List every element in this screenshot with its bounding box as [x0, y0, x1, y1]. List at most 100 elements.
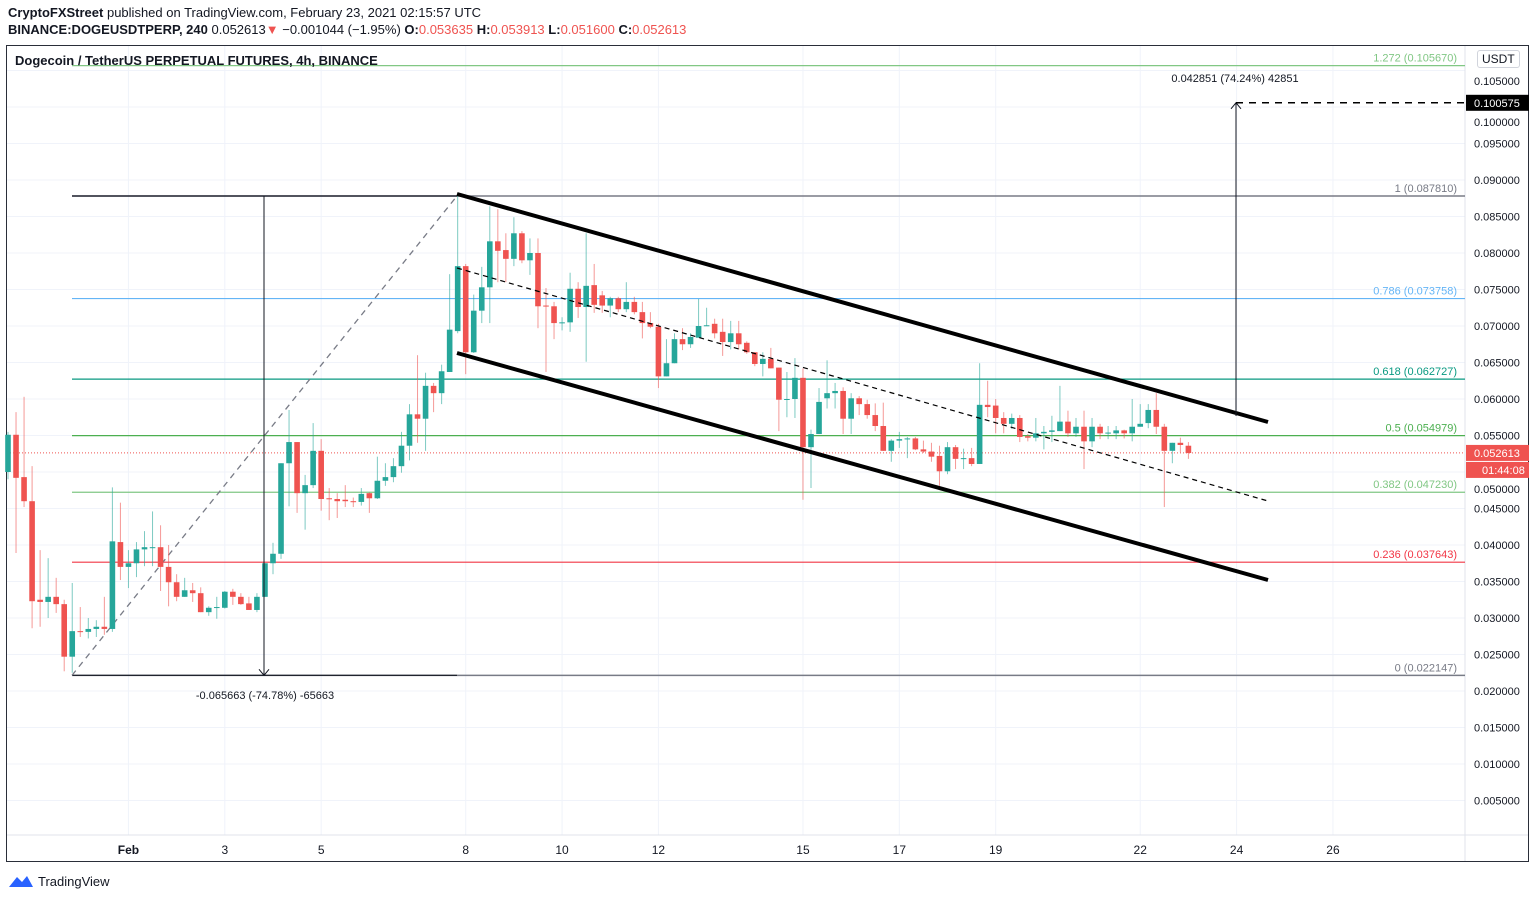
candle-body — [1177, 442, 1184, 445]
candle-body — [101, 626, 108, 629]
candle-body — [487, 241, 493, 288]
open-value: 0.053635 — [418, 22, 474, 37]
candle — [864, 399, 871, 419]
candle-body — [824, 393, 830, 399]
price-axis-label: 0.095000 — [1474, 139, 1520, 151]
candle — [896, 431, 903, 448]
candle — [197, 587, 204, 613]
candle — [703, 307, 710, 327]
candle — [639, 301, 646, 339]
candle-body — [711, 323, 718, 334]
candle-body — [1016, 417, 1023, 437]
candle-body — [679, 339, 686, 345]
candle-body — [222, 591, 228, 608]
candle-body — [800, 377, 806, 448]
candle-body — [928, 451, 935, 457]
candle — [968, 447, 975, 467]
candle — [904, 436, 911, 459]
candle-body — [848, 398, 854, 419]
candle — [655, 323, 662, 389]
time-axis-label: 3 — [221, 843, 228, 857]
candle-body — [727, 333, 734, 343]
candle-body — [1049, 430, 1055, 432]
candle — [141, 531, 148, 567]
candle — [342, 485, 349, 508]
candle-body — [173, 582, 180, 597]
candle — [149, 511, 156, 567]
candle — [133, 542, 140, 578]
candle — [1073, 417, 1079, 437]
candle-body — [1073, 426, 1079, 434]
time-axis-label: 5 — [318, 843, 325, 857]
tradingview-logo[interactable]: TradingView — [8, 873, 110, 889]
candle-body — [655, 326, 662, 377]
price-axis-label: 0.050000 — [1474, 484, 1520, 496]
candle-body — [792, 377, 798, 399]
candle — [1153, 393, 1160, 435]
candle — [535, 238, 541, 329]
candle — [294, 442, 300, 513]
candle — [470, 294, 477, 354]
candle-body — [406, 414, 413, 446]
candle — [1033, 417, 1039, 442]
candle-body — [382, 477, 389, 481]
price-axis-label: 0.010000 — [1474, 759, 1520, 771]
candle-body — [350, 501, 357, 503]
candle — [679, 328, 686, 351]
candle — [1000, 412, 1007, 434]
candle-body — [768, 358, 774, 369]
candle — [358, 488, 365, 506]
candle — [262, 563, 268, 597]
candle — [1049, 415, 1055, 443]
candle-body — [165, 566, 172, 583]
open-label: O: — [404, 22, 419, 37]
candle — [5, 431, 11, 480]
candle — [1065, 410, 1071, 437]
candle — [125, 550, 132, 589]
candle-body — [85, 628, 92, 632]
fib-level-label: 0.618 (0.062727) — [1373, 366, 1457, 378]
candle — [302, 474, 308, 530]
time-axis-label: 10 — [555, 843, 569, 857]
candle — [840, 387, 846, 435]
candle — [487, 206, 493, 324]
fib-level-label: 1.272 (0.105670) — [1373, 53, 1457, 65]
candle-body — [703, 325, 710, 327]
candle-body — [511, 233, 517, 259]
candle-body — [671, 339, 678, 364]
candle-body — [832, 390, 838, 394]
fib-level-label: 0.786 (0.073758) — [1373, 286, 1457, 298]
candle-body — [318, 450, 324, 500]
currency-button[interactable]: USDT — [1477, 50, 1520, 68]
candle — [984, 380, 991, 418]
price-axis-label: 0.020000 — [1474, 686, 1520, 698]
candle — [1025, 434, 1031, 442]
candle-body — [631, 301, 638, 313]
candle-body — [13, 434, 19, 478]
candle — [93, 620, 100, 637]
candle-body — [615, 298, 622, 310]
candle-body — [1161, 426, 1168, 451]
last-price: 0.052613 — [211, 22, 266, 37]
candle-body — [896, 439, 903, 441]
candle-body — [551, 306, 557, 324]
candle-body — [398, 445, 405, 467]
candle — [856, 396, 862, 416]
price-axis-label: 0.005000 — [1474, 796, 1520, 808]
candle-body — [133, 549, 140, 564]
candle-body — [454, 266, 461, 332]
candle-body — [527, 253, 533, 261]
candle — [647, 312, 654, 329]
time-axis-label: 24 — [1230, 843, 1244, 857]
candle — [687, 333, 694, 348]
candle-body — [125, 563, 132, 567]
candle — [1137, 404, 1144, 427]
candle — [1105, 426, 1111, 440]
candle — [888, 439, 895, 462]
candle-body — [663, 363, 670, 377]
candle-body — [1025, 436, 1031, 438]
candle-body — [302, 485, 308, 494]
brand-name: TradingView — [38, 873, 110, 889]
candle — [390, 458, 397, 483]
